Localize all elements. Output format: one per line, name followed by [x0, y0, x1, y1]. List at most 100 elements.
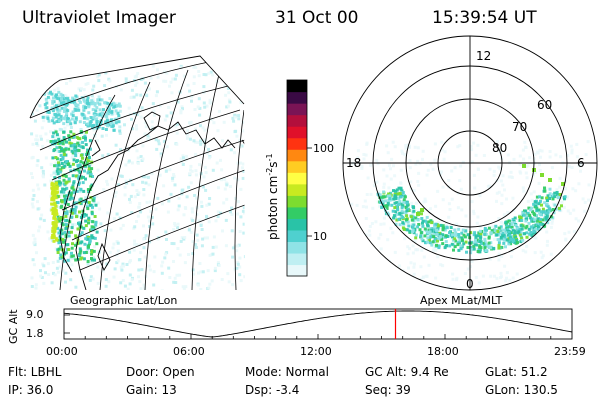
- emission-pixel: [200, 228, 204, 231]
- emission-pixel: [532, 202, 536, 206]
- emission-pixel: [71, 96, 75, 100]
- emission-pixel: [85, 130, 88, 134]
- emission-pixel: [187, 185, 191, 189]
- emission-pixel: [567, 165, 571, 169]
- emission-pixel: [466, 233, 470, 237]
- emission-pixel: [141, 144, 145, 148]
- emission-pixel: [378, 193, 382, 197]
- emission-pixel: [526, 209, 530, 213]
- emission-pixel: [420, 208, 424, 212]
- emission-pixel: [516, 227, 520, 231]
- emission-pixel: [47, 73, 51, 77]
- emission-pixel: [533, 218, 537, 222]
- emission-pixel: [59, 153, 63, 157]
- emission-pixel: [510, 226, 514, 229]
- emission-pixel: [202, 73, 206, 76]
- emission-pixel: [49, 77, 53, 81]
- emission-pixel: [105, 179, 109, 183]
- emission-pixel: [479, 236, 483, 240]
- emission-pixel: [569, 273, 572, 277]
- emission-pixel: [167, 106, 171, 109]
- emission-pixel: [52, 74, 56, 78]
- emission-pixel: [135, 220, 138, 223]
- emission-pixel: [108, 105, 112, 108]
- emission-pixel: [106, 152, 110, 156]
- emission-pixel: [421, 221, 424, 225]
- emission-pixel: [64, 235, 68, 239]
- emission-pixel: [69, 195, 73, 199]
- emission-pixel: [416, 218, 420, 222]
- emission-pixel: [65, 218, 69, 222]
- emission-pixel: [90, 94, 94, 98]
- emission-pixel: [83, 169, 86, 173]
- emission-pixel: [575, 155, 579, 159]
- emission-pixel: [427, 238, 431, 242]
- emission-pixel: [127, 148, 130, 152]
- emission-pixel: [381, 195, 385, 199]
- emission-pixel: [524, 250, 528, 254]
- emission-pixel: [455, 222, 459, 226]
- emission-pixel: [244, 110, 245, 114]
- emission-pixel: [432, 235, 436, 239]
- emission-pixel: [378, 204, 382, 208]
- emission-pixel: [110, 103, 113, 106]
- emission-pixel: [86, 262, 90, 266]
- emission-pixel: [42, 70, 46, 74]
- emission-pixel: [73, 208, 77, 212]
- emission-pixel: [175, 142, 179, 146]
- emission-pixel: [523, 232, 526, 236]
- emission-pixel: [576, 262, 580, 266]
- emission-pixel: [70, 132, 74, 136]
- emission-pixel: [195, 196, 198, 200]
- emission-pixel: [243, 211, 245, 215]
- emission-pixel: [171, 77, 175, 81]
- emission-pixel: [404, 144, 408, 147]
- emission-pixel: [82, 121, 86, 124]
- emission-pixel: [52, 209, 56, 213]
- emission-pixel: [192, 82, 196, 85]
- emission-pixel: [116, 259, 120, 263]
- emission-pixel: [519, 230, 523, 234]
- emission-pixel: [203, 236, 207, 240]
- emission-pixel: [509, 255, 513, 259]
- emission-pixel: [95, 123, 99, 127]
- emission-pixel: [75, 189, 79, 193]
- emission-pixel: [81, 161, 85, 165]
- emission-pixel: [181, 163, 185, 166]
- emission-pixel: [136, 214, 140, 218]
- emission-pixel: [145, 200, 149, 204]
- emission-pixel: [484, 243, 488, 247]
- emission-pixel: [560, 200, 564, 204]
- date-label: 31 Oct 00: [275, 8, 359, 28]
- emission-pixel: [76, 227, 80, 231]
- mlt-label-0: 0: [466, 277, 474, 291]
- emission-pixel: [182, 286, 186, 290]
- emission-pixel: [394, 189, 397, 193]
- emission-pixel: [133, 239, 136, 243]
- emission-pixel: [541, 218, 545, 222]
- emission-pixel: [240, 144, 244, 148]
- emission-pixel: [407, 266, 410, 270]
- emission-pixel: [48, 97, 52, 101]
- emission-pixel: [209, 101, 213, 105]
- emission-pixel: [55, 169, 59, 173]
- emission-pixel: [79, 221, 83, 225]
- emission-pixel: [42, 218, 46, 222]
- orbit-xtick-0600: 06:00: [173, 345, 205, 358]
- emission-pixel: [138, 258, 142, 261]
- emission-pixel: [82, 226, 86, 230]
- emission-pixel: [476, 143, 480, 147]
- emission-pixel: [410, 218, 414, 222]
- emission-pixel: [44, 91, 48, 95]
- emission-pixel: [558, 185, 562, 189]
- emission-pixel: [230, 213, 234, 216]
- emission-pixel: [437, 244, 441, 248]
- emission-pixel: [402, 227, 406, 231]
- emission-pixel: [71, 242, 74, 246]
- emission-pixel: [556, 196, 560, 200]
- emission-pixel: [545, 202, 549, 206]
- emission-pixel: [191, 268, 195, 272]
- emission-pixel: [479, 235, 483, 239]
- emission-pixel: [164, 79, 168, 83]
- emission-pixel: [463, 235, 467, 239]
